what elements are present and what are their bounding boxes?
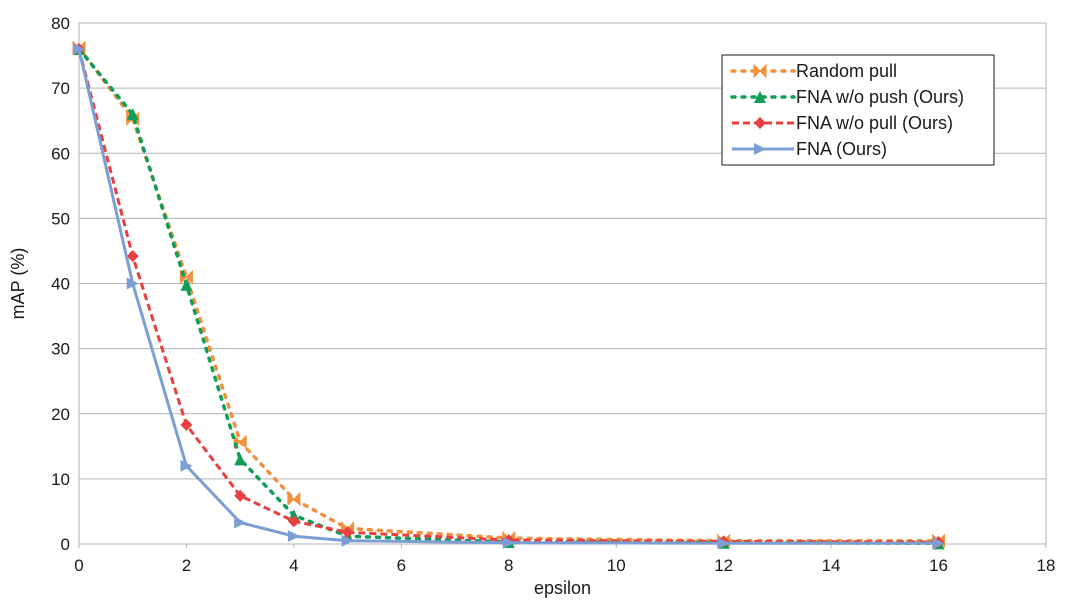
y-tick-label: 20 [51, 405, 70, 424]
x-tick-label: 14 [822, 556, 841, 575]
data-point [126, 250, 139, 263]
data-point [180, 278, 193, 291]
data-point [717, 537, 730, 550]
x-tick-label: 6 [397, 556, 406, 575]
data-point [180, 418, 193, 431]
legend-label: FNA (Ours) [796, 139, 887, 159]
gridlines [79, 22, 1046, 480]
data-point [287, 491, 301, 507]
legend-swatch-marker [754, 117, 766, 129]
series-group [72, 40, 946, 550]
legend: Random pull FNA w/o push (Ours) FNA w/o pu… [721, 54, 995, 166]
data-point [180, 459, 193, 472]
y-tick-label: 60 [51, 144, 70, 163]
legend-item: FNA (Ours) [732, 139, 887, 159]
data-point [932, 537, 945, 550]
y-tick-label: 0 [61, 535, 70, 554]
y-tick-label: 40 [51, 275, 70, 294]
y-tick-label: 70 [51, 79, 70, 98]
x-tick-label: 8 [504, 556, 513, 575]
data-point [126, 277, 139, 290]
legend-label: FNA w/o push (Ours) [796, 87, 964, 107]
data-point [234, 516, 247, 529]
legend-label: Random pull [796, 61, 897, 81]
legend-swatch-marker [754, 143, 766, 155]
x-tick-label: 12 [714, 556, 733, 575]
legend-items: Random pull FNA w/o push (Ours) FNA w/o pu… [730, 61, 964, 159]
data-point [341, 534, 354, 547]
legend-swatch-marker [754, 91, 766, 103]
data-point [126, 108, 139, 121]
data-point [73, 43, 85, 56]
data-point [234, 453, 247, 466]
y-tick-label: 50 [51, 209, 70, 228]
y-axis-title: mAP (%) [8, 248, 28, 320]
legend-label: FNA w/o pull (Ours) [796, 113, 953, 133]
x-tick-label: 2 [182, 556, 191, 575]
y-tick-label: 80 [51, 14, 70, 33]
x-tick-label: 18 [1037, 556, 1056, 575]
x-tick-label: 0 [74, 556, 83, 575]
legend-item: Random pull [730, 61, 897, 81]
data-point [341, 526, 354, 539]
legend-item: FNA w/o push (Ours) [730, 87, 964, 107]
x-tick-labels: 0 2 4 6 8 10 12 14 16 18 [74, 556, 1055, 575]
series-3 [73, 43, 945, 550]
data-point [287, 515, 300, 528]
x-axis-title: epsilon [534, 578, 591, 598]
data-point [287, 530, 300, 543]
x-tick-label: 10 [607, 556, 626, 575]
y-tick-label: 10 [51, 470, 70, 489]
legend-box [721, 54, 995, 166]
data-point [234, 489, 247, 502]
x-tick-label: 16 [929, 556, 948, 575]
legend-item: FNA w/o pull (Ours) [732, 113, 953, 133]
x-tick-label: 4 [289, 556, 298, 575]
y-tick-label: 30 [51, 340, 70, 359]
legend-swatch-marker [753, 63, 767, 79]
y-tick-labels: 0 10 20 30 40 50 60 70 80 [51, 14, 70, 554]
data-point [502, 536, 515, 549]
